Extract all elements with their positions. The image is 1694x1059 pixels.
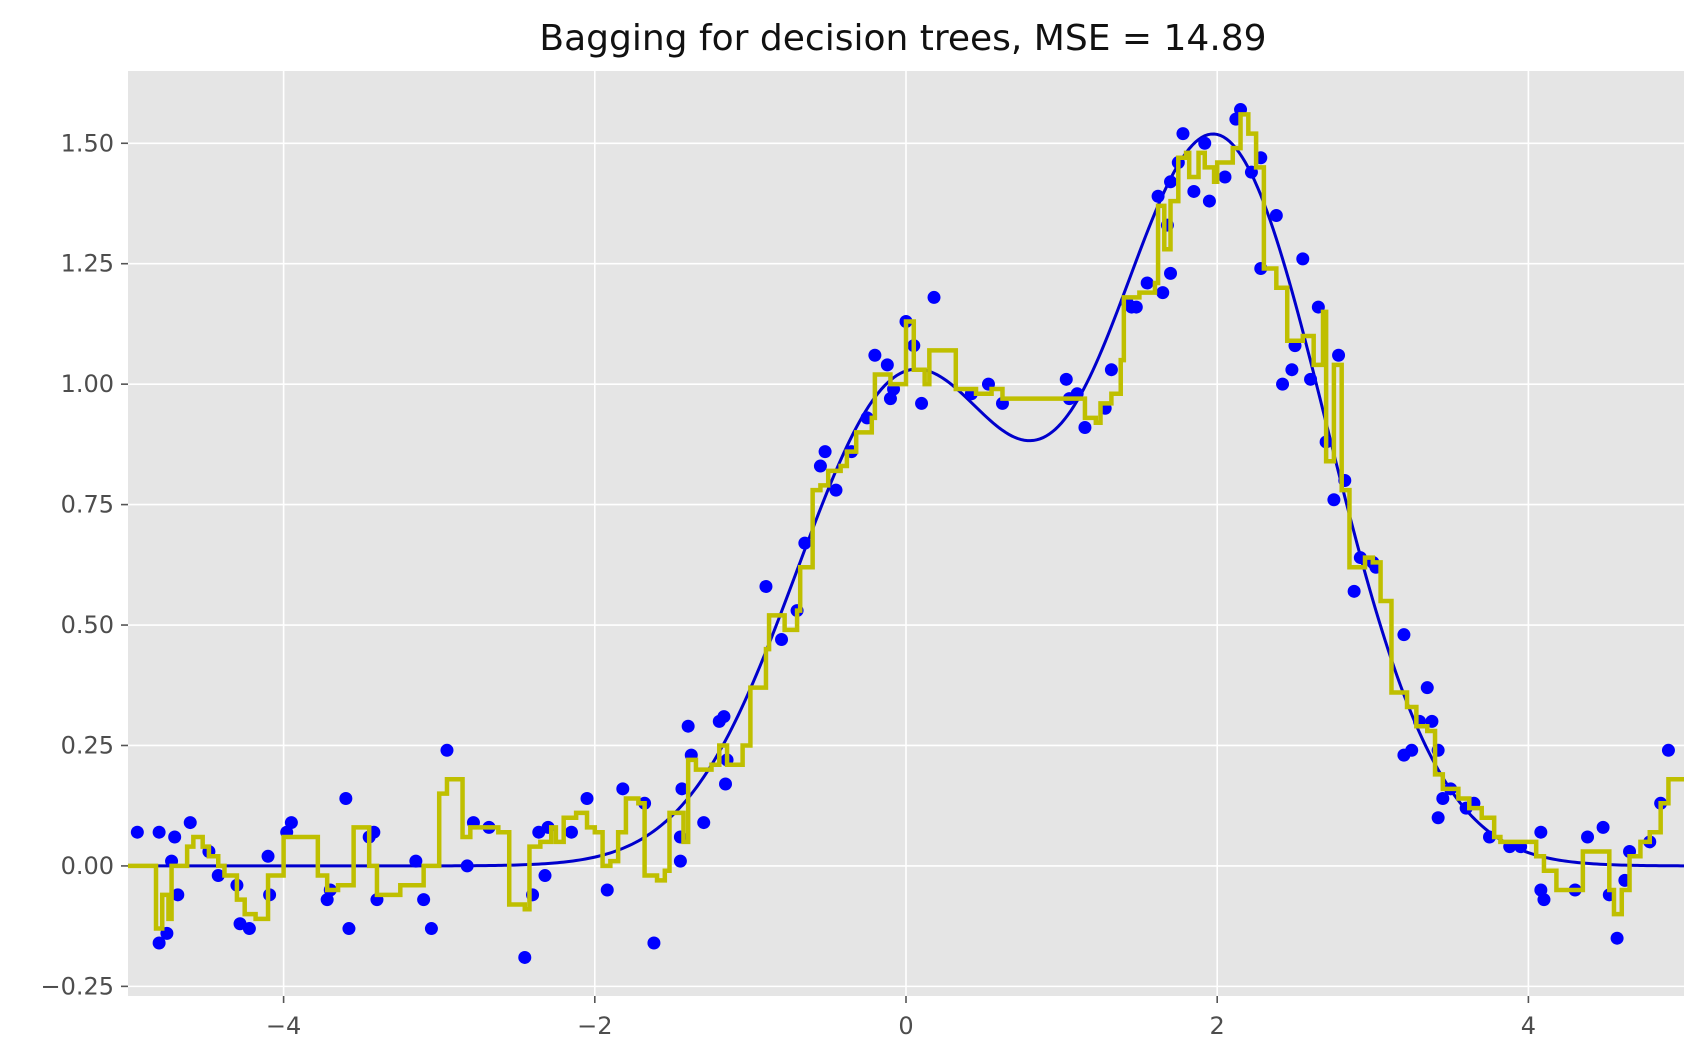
- data-point: [616, 782, 630, 796]
- data-point: [284, 816, 298, 830]
- data-point: [1218, 170, 1232, 184]
- data-point: [261, 849, 275, 863]
- data-point: [1537, 893, 1551, 907]
- data-point: [813, 459, 827, 473]
- data-point: [1140, 276, 1154, 290]
- data-point: [417, 893, 431, 907]
- prediction-line: [128, 112, 1684, 931]
- y-tick-label: −0.25: [40, 972, 114, 1000]
- data-point: [1202, 194, 1216, 208]
- data-point: [1187, 184, 1201, 198]
- data-point: [1405, 743, 1419, 757]
- data-point: [1610, 931, 1624, 945]
- data-point: [168, 830, 182, 844]
- y-tick-label: 1.25: [61, 250, 114, 278]
- x-tick-label: 4: [1521, 1012, 1536, 1040]
- data-point: [518, 950, 532, 964]
- data-point: [424, 922, 438, 936]
- y-tick-label: 0.25: [61, 731, 114, 759]
- data-point: [1436, 791, 1450, 805]
- data-point: [1176, 127, 1190, 141]
- y-tick-label: 0.00: [61, 852, 114, 880]
- x-axis-ticks: −4 −2 0 2 4: [266, 996, 1536, 1040]
- data-point: [130, 825, 144, 839]
- data-point: [1327, 493, 1341, 507]
- data-point: [1397, 628, 1411, 642]
- data-point: [242, 922, 256, 936]
- data-point: [1104, 363, 1118, 377]
- y-tick-label: 1.50: [61, 129, 114, 157]
- data-point: [719, 777, 733, 791]
- x-tick-label: 2: [1210, 1012, 1225, 1040]
- data-point: [1156, 286, 1170, 300]
- data-point: [152, 825, 166, 839]
- chart-title: Bagging for decision trees, MSE = 14.89: [539, 18, 1266, 59]
- data-point: [460, 859, 474, 873]
- data-point: [1164, 175, 1178, 189]
- data-point: [409, 854, 423, 868]
- data-point: [1198, 136, 1212, 150]
- data-point: [818, 445, 832, 459]
- data-point: [1661, 743, 1675, 757]
- data-point: [339, 791, 353, 805]
- bagging-prediction: [128, 112, 1684, 931]
- x-tick-label: −2: [577, 1012, 612, 1040]
- data-point: [342, 922, 356, 936]
- data-point: [915, 396, 929, 410]
- data-point: [1129, 300, 1143, 314]
- x-tick-label: 0: [898, 1012, 913, 1040]
- data-point: [1269, 209, 1283, 223]
- x-tick-label: −4: [266, 1012, 301, 1040]
- data-point: [1164, 266, 1178, 280]
- data-point: [1534, 825, 1548, 839]
- data-point: [1431, 811, 1445, 825]
- data-point: [880, 358, 894, 372]
- data-point: [1285, 363, 1299, 377]
- data-point: [600, 883, 614, 897]
- data-point: [211, 869, 225, 883]
- data-point: [1420, 681, 1434, 695]
- data-point: [717, 710, 731, 724]
- data-point: [798, 536, 812, 550]
- data-point: [1596, 820, 1610, 834]
- data-point: [538, 869, 552, 883]
- data-point: [829, 483, 843, 497]
- data-point: [1078, 421, 1092, 435]
- data-point: [1151, 189, 1165, 203]
- data-point: [183, 816, 197, 830]
- data-point: [1347, 584, 1361, 598]
- data-point: [580, 791, 594, 805]
- data-point: [868, 348, 882, 362]
- y-tick-label: 0.75: [61, 491, 114, 519]
- data-point: [697, 816, 711, 830]
- y-axis-ticks: −0.25 0.00 0.25 0.50 0.75 1.00 1.25 1.50: [40, 129, 128, 1000]
- data-point: [775, 632, 789, 646]
- data-point: [1332, 348, 1346, 362]
- data-point: [681, 719, 695, 733]
- data-point: [1059, 372, 1073, 386]
- y-tick-label: 0.50: [61, 611, 114, 639]
- data-point: [440, 743, 454, 757]
- data-point: [759, 579, 773, 593]
- data-point: [152, 936, 166, 950]
- data-point: [1276, 377, 1290, 391]
- data-point: [1304, 372, 1318, 386]
- y-tick-label: 1.00: [61, 370, 114, 398]
- data-point: [171, 888, 185, 902]
- data-point: [675, 782, 689, 796]
- data-point: [673, 854, 687, 868]
- data-point: [647, 936, 661, 950]
- data-point: [1296, 252, 1310, 266]
- data-point: [564, 825, 578, 839]
- data-point: [927, 290, 941, 304]
- data-point: [1581, 830, 1595, 844]
